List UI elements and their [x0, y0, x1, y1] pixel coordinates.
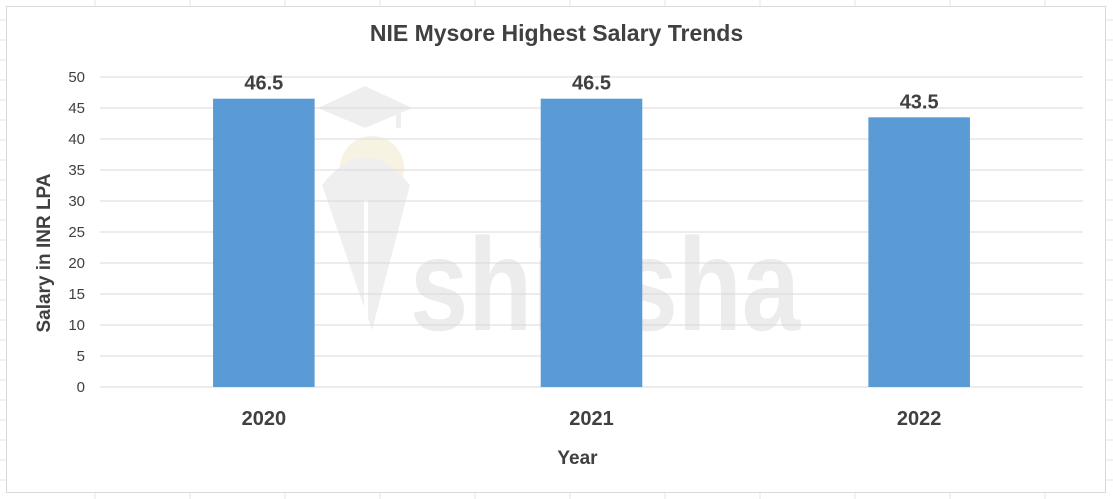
- y-tick-label: 50: [68, 69, 85, 86]
- bars: [213, 98, 970, 388]
- y-axis-ticks: 0 5 10 15 20 25 30 35 40 45 50: [68, 69, 85, 396]
- x-tick-label-2020: 2020: [242, 408, 287, 430]
- y-tick-label: 40: [68, 131, 85, 148]
- chart-title: NIE Mysore Highest Salary Trends: [369, 20, 744, 46]
- bar-2020[interactable]: [213, 98, 315, 387]
- data-label-2021: 46.5: [572, 73, 611, 95]
- y-tick-label: 20: [68, 255, 85, 272]
- data-labels: 46.5 46.5 43.5: [244, 73, 938, 114]
- y-tick-label: 15: [68, 286, 85, 303]
- data-label-2022: 43.5: [900, 91, 939, 113]
- x-axis-ticks: 2020 2021 2022: [242, 408, 942, 430]
- x-tick-label-2022: 2022: [897, 408, 942, 430]
- y-tick-label: 10: [68, 317, 85, 334]
- y-tick-label: 5: [77, 348, 85, 365]
- y-tick-label: 0: [77, 379, 85, 396]
- y-tick-label: 30: [68, 193, 85, 210]
- bar-2021[interactable]: [540, 98, 643, 387]
- data-label-2020: 46.5: [244, 73, 283, 95]
- y-tick-label: 25: [68, 224, 85, 241]
- x-tick-label-2021: 2021: [569, 408, 614, 430]
- bar-2022[interactable]: [868, 117, 970, 388]
- y-tick-label: 35: [68, 162, 85, 179]
- y-tick-label: 45: [68, 100, 85, 117]
- y-axis-label: Salary in INR LPA: [34, 173, 55, 333]
- x-axis-label: Year: [557, 448, 598, 469]
